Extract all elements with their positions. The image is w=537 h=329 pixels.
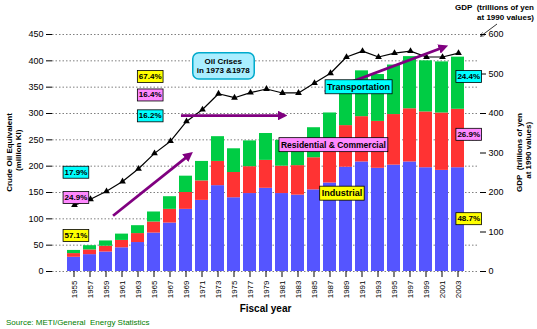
svg-text:1967: 1967 <box>166 280 175 298</box>
svg-text:GDP (trillions of yen at 199: GDP (trillions of yen at 1990 values) <box>515 113 533 192</box>
svg-text:600: 600 <box>489 29 504 39</box>
svg-text:350: 350 <box>28 82 43 92</box>
svg-text:16.2%: 16.2% <box>139 111 162 120</box>
svg-text:1979: 1979 <box>262 280 271 298</box>
svg-text:1977: 1977 <box>246 280 255 298</box>
svg-text:500: 500 <box>489 69 504 79</box>
svg-text:400: 400 <box>489 108 504 118</box>
svg-text:250: 250 <box>28 135 43 145</box>
svg-text:Crude Oil Equivalent (million: Crude Oil Equivalent (million KI) <box>5 113 23 192</box>
svg-text:26.9%: 26.9% <box>457 130 480 139</box>
svg-text:Fiscal year: Fiscal year <box>240 303 292 314</box>
svg-text:0: 0 <box>38 266 43 276</box>
svg-text:GDP (trillions of yen at 199: GDP (trillions of yen at 1990 values) <box>455 3 534 22</box>
svg-text:Transportation: Transportation <box>327 82 390 92</box>
svg-text:1955: 1955 <box>70 280 79 298</box>
svg-text:1965: 1965 <box>150 280 159 298</box>
svg-text:1997: 1997 <box>406 280 415 298</box>
svg-text:24.9%: 24.9% <box>65 193 88 202</box>
svg-text:1971: 1971 <box>198 280 207 298</box>
svg-text:200: 200 <box>28 161 43 171</box>
svg-text:Oil Crisesin 1973 &1978: Oil Crisesin 1973 &1978 <box>197 57 250 75</box>
svg-text:1961: 1961 <box>118 280 127 298</box>
svg-text:1987: 1987 <box>326 280 335 298</box>
svg-text:Source: METI/General Energy S: Source: METI/General Energy Statistics <box>6 318 150 327</box>
svg-text:100: 100 <box>489 227 504 237</box>
svg-text:2003: 2003 <box>454 280 463 298</box>
svg-text:300: 300 <box>489 148 504 158</box>
svg-text:100: 100 <box>28 214 43 224</box>
svg-text:67.4%: 67.4% <box>139 72 162 81</box>
svg-text:48.7%: 48.7% <box>457 214 480 223</box>
svg-text:Residential & Commercial: Residential & Commercial <box>281 140 386 150</box>
svg-text:16.4%: 16.4% <box>139 90 162 99</box>
svg-text:17.9%: 17.9% <box>65 168 88 177</box>
svg-text:200: 200 <box>489 187 504 197</box>
svg-text:300: 300 <box>28 108 43 118</box>
svg-text:1993: 1993 <box>374 280 383 298</box>
svg-text:1963: 1963 <box>134 280 143 298</box>
svg-text:450: 450 <box>28 29 43 39</box>
svg-text:1989: 1989 <box>342 280 351 298</box>
svg-text:1959: 1959 <box>102 280 111 298</box>
svg-text:1991: 1991 <box>358 280 367 298</box>
svg-text:1973: 1973 <box>214 280 223 298</box>
svg-text:57.1%: 57.1% <box>65 231 88 240</box>
svg-text:1969: 1969 <box>182 280 191 298</box>
svg-text:1995: 1995 <box>390 280 399 298</box>
svg-text:1975: 1975 <box>230 280 239 298</box>
svg-text:50: 50 <box>33 240 43 250</box>
svg-text:1999: 1999 <box>422 280 431 298</box>
svg-text:24.4%: 24.4% <box>457 72 480 81</box>
svg-text:150: 150 <box>28 187 43 197</box>
svg-text:1983: 1983 <box>294 280 303 298</box>
svg-text:1985: 1985 <box>310 280 319 298</box>
svg-text:1957: 1957 <box>86 280 95 298</box>
svg-text:1981: 1981 <box>278 280 287 298</box>
svg-text:0: 0 <box>489 266 494 276</box>
svg-text:400: 400 <box>28 56 43 66</box>
svg-text:Industrial: Industrial <box>322 188 363 198</box>
svg-text:2001: 2001 <box>438 280 447 298</box>
